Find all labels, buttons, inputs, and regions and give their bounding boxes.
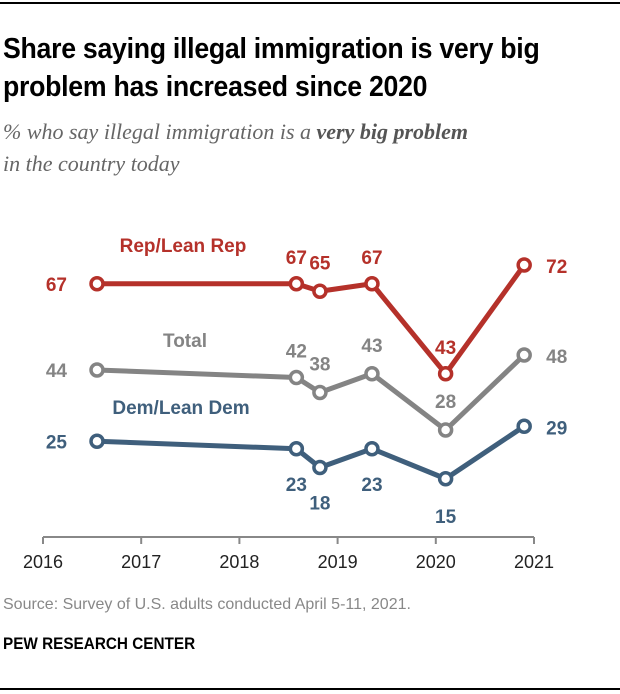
x-tick-label: 2018 xyxy=(219,552,259,572)
data-point xyxy=(288,369,305,386)
data-label: 18 xyxy=(309,494,330,515)
series-name-label: Dem/Lean Dem xyxy=(112,398,249,419)
data-label: 43 xyxy=(361,336,382,357)
data-point xyxy=(516,257,532,273)
x-tick-label: 2020 xyxy=(416,552,456,572)
data-label: 23 xyxy=(286,475,307,496)
series-line xyxy=(97,263,527,377)
x-tick-label: 2016 xyxy=(23,552,63,572)
data-point xyxy=(437,422,454,438)
data-point xyxy=(516,347,532,363)
data-label: 25 xyxy=(46,432,68,453)
series-name-label: Rep/Lean Rep xyxy=(120,236,247,257)
data-label: 43 xyxy=(435,338,456,359)
brand-logo-text: PEW RESEARCH CENTER xyxy=(3,634,196,653)
data-point xyxy=(364,441,380,457)
data-label: 38 xyxy=(309,355,330,376)
bottom-rule xyxy=(0,688,620,690)
data-label: 67 xyxy=(46,275,67,296)
data-point xyxy=(89,276,105,292)
source-note: Source: Survey of U.S. adults conducted … xyxy=(3,596,411,613)
data-point xyxy=(312,459,328,476)
subtitle-suffix: in the country today xyxy=(3,151,180,176)
data-point xyxy=(288,441,305,457)
x-tick-label: 2019 xyxy=(318,552,358,572)
data-label: 67 xyxy=(361,248,382,269)
data-label: 15 xyxy=(435,507,457,528)
data-point xyxy=(437,366,454,382)
data-label: 48 xyxy=(546,347,567,368)
data-label: 72 xyxy=(546,257,567,278)
x-tick-label: 2017 xyxy=(121,552,161,572)
data-point xyxy=(89,433,105,449)
series-line xyxy=(96,353,526,433)
data-point xyxy=(89,362,105,378)
series-name-label: Total xyxy=(163,331,207,352)
data-point xyxy=(312,384,328,401)
data-point xyxy=(516,418,532,434)
data-point xyxy=(437,471,454,487)
data-label: 65 xyxy=(309,253,331,274)
data-point xyxy=(364,366,380,382)
data-label: 28 xyxy=(435,392,456,413)
x-tick-label: 2021 xyxy=(514,552,554,572)
subtitle-prefix: % who say illegal immigration is a xyxy=(3,119,317,144)
chart-subtitle: % who say illegal immigration is a very … xyxy=(3,116,468,180)
data-point xyxy=(364,276,380,292)
chart-title: Share saying illegal immigration is very… xyxy=(3,33,540,103)
data-label: 44 xyxy=(46,361,68,382)
subtitle-bold: very big problem xyxy=(316,119,469,144)
data-point xyxy=(312,283,328,299)
data-label: 42 xyxy=(286,342,307,363)
data-point xyxy=(288,276,305,292)
data-label: 23 xyxy=(361,475,382,496)
data-label: 29 xyxy=(546,418,567,439)
top-rule xyxy=(0,2,620,4)
data-label: 67 xyxy=(286,248,307,269)
series-line xyxy=(96,424,526,482)
